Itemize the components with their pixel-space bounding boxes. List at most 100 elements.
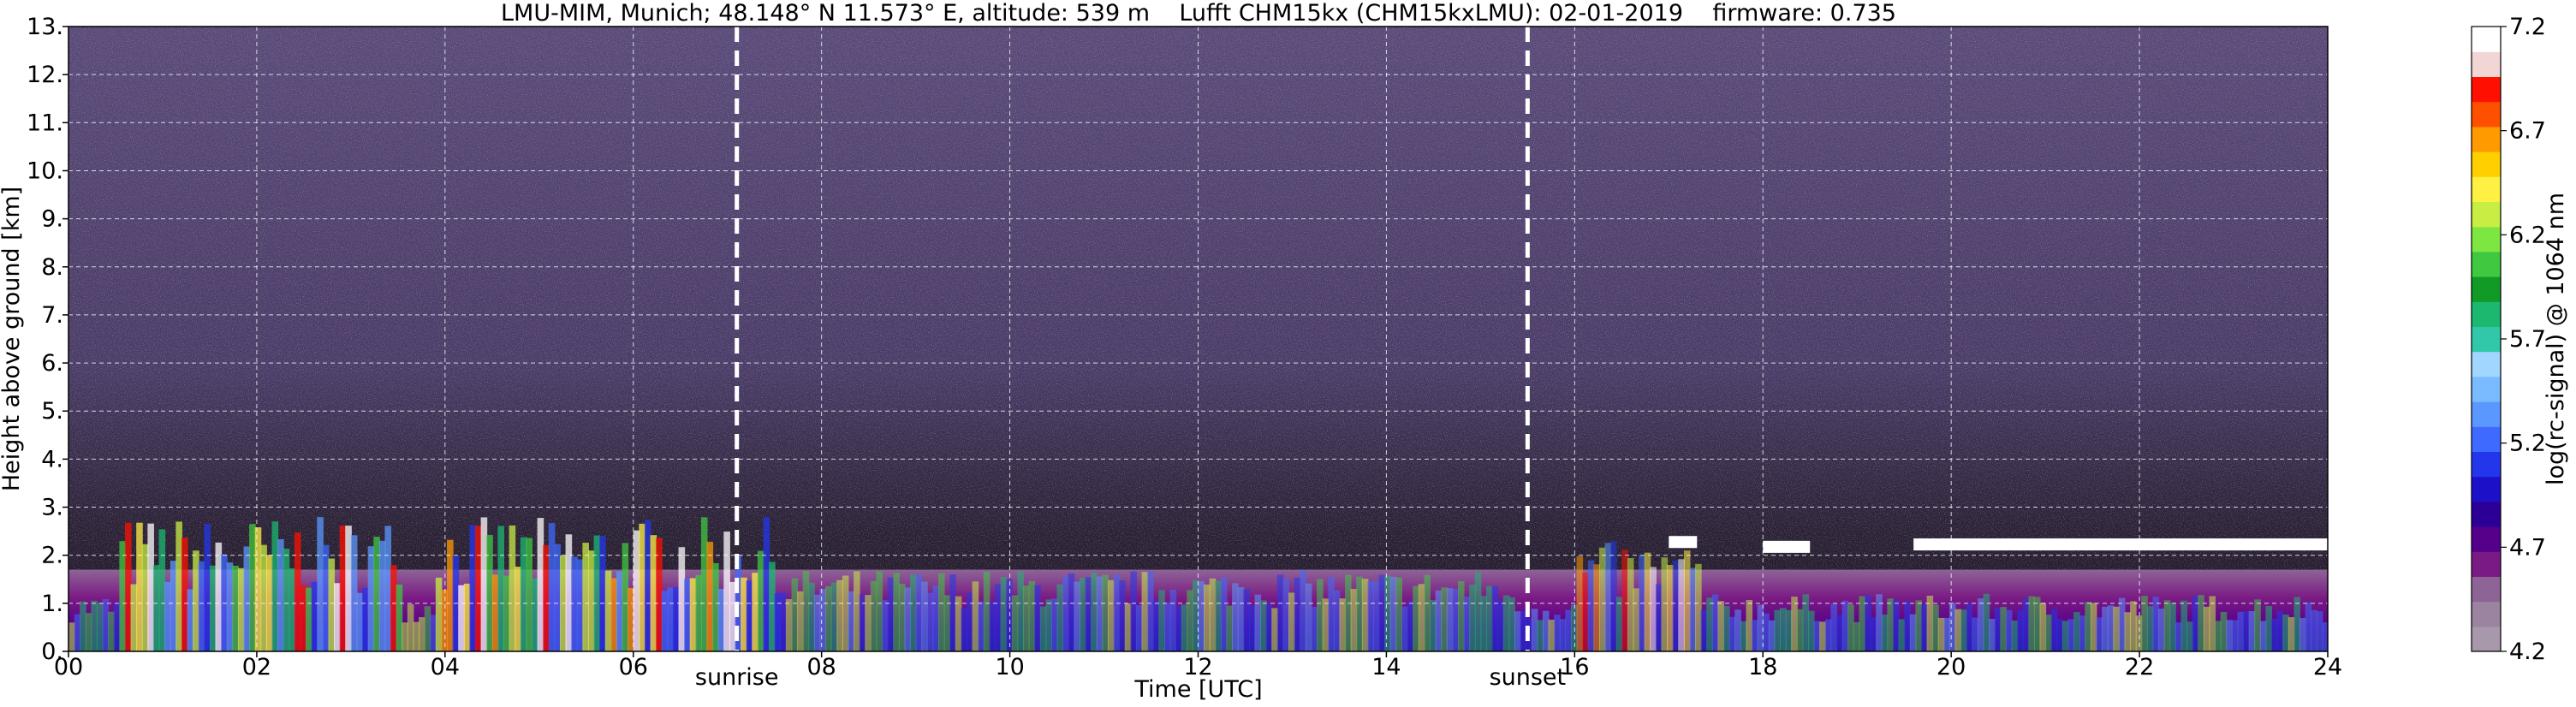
signal-column: [2039, 603, 2047, 651]
signal-column: [1361, 579, 1369, 651]
signal-column: [1429, 600, 1437, 651]
signal-column: [1039, 606, 1047, 651]
signal-column: [1333, 590, 1341, 651]
signal-column: [1966, 603, 1973, 651]
signal-column: [497, 526, 505, 651]
signal-column: [1593, 564, 1600, 651]
signal-column: [1102, 574, 1109, 651]
signal-column: [1627, 558, 1634, 651]
signal-column: [1972, 617, 1978, 651]
signal-column: [836, 579, 843, 651]
signal-column: [1220, 577, 1228, 651]
colorbar-segment: [2472, 451, 2501, 478]
signal-column: [633, 530, 640, 651]
signal-column: [661, 591, 669, 651]
signal-column: [124, 522, 132, 651]
signal-column: [1480, 596, 1487, 651]
signal-column: [283, 548, 290, 651]
colorbar-tick-label: 4.2: [2509, 639, 2546, 665]
signal-column: [644, 520, 651, 651]
signal-column: [435, 577, 443, 651]
colorbar-segment: [2472, 476, 2501, 502]
signal-column: [102, 598, 110, 651]
signal-column: [1774, 609, 1782, 651]
colorbar-segment: [2472, 526, 2501, 552]
signal-column: [1711, 594, 1719, 651]
signal-column: [2226, 620, 2233, 651]
signal-column: [797, 591, 804, 651]
x-tick-label: 22: [2125, 654, 2154, 680]
signal-column: [2293, 597, 2301, 651]
colorbar-segment: [2472, 551, 2501, 577]
signal-column: [717, 589, 725, 651]
signal-column: [2141, 596, 2148, 651]
signal-column: [678, 547, 686, 651]
signal-column: [1920, 604, 1928, 651]
signal-column: [215, 542, 223, 651]
signal-column: [1977, 598, 1984, 651]
signal-column: [2243, 611, 2250, 651]
signal-column: [136, 522, 143, 651]
signal-column: [2067, 619, 2075, 651]
signal-column: [1367, 581, 1375, 651]
signal-column: [1006, 579, 1013, 651]
signal-column: [2017, 609, 2024, 651]
signal-column: [859, 594, 866, 651]
signal-column: [1248, 605, 1256, 651]
signal-column: [350, 535, 358, 651]
signal-column: [1000, 576, 1008, 651]
signal-column: [469, 525, 477, 651]
signal-column: [356, 592, 364, 651]
signal-column: [898, 583, 906, 651]
signal-column: [271, 521, 279, 651]
x-tick-label: 02: [242, 654, 271, 680]
signal-column: [1808, 610, 1815, 651]
signal-column: [1983, 593, 1990, 651]
signal-column: [1022, 585, 1030, 651]
signal-column: [989, 601, 996, 651]
signal-column: [1232, 583, 1239, 651]
signal-column: [384, 526, 392, 651]
sun-marker-labels: sunrise sunset: [695, 664, 1566, 691]
plot-area: [68, 27, 2328, 651]
signal-column: [1254, 594, 1262, 651]
colorbar-segment: [2472, 251, 2501, 277]
colorbar-segment: [2472, 27, 2501, 52]
colorbar-segment: [2472, 376, 2501, 402]
signal-column: [1350, 589, 1358, 651]
signal-column: [1802, 594, 1810, 651]
y-tick-label: 1.: [41, 591, 63, 617]
signal-column: [1339, 598, 1347, 651]
signal-column: [700, 517, 708, 651]
signal-column: [712, 562, 719, 651]
signal-column: [921, 581, 928, 651]
signal-column: [1028, 580, 1036, 651]
colorbar-segment: [2472, 426, 2501, 452]
signal-column: [1074, 581, 1080, 651]
signal-column: [1452, 589, 1459, 651]
signal-column: [2203, 606, 2210, 651]
signal-column: [1881, 614, 1889, 651]
colorbar-tick-label: 5.7: [2509, 326, 2546, 353]
signal-column: [1413, 585, 1419, 651]
signal-column: [108, 611, 115, 651]
signal-column: [576, 559, 584, 651]
signal-column: [243, 546, 251, 651]
colorbar-segment: [2472, 176, 2501, 202]
signal-column: [729, 581, 736, 651]
signal-column: [1384, 575, 1391, 651]
signal-column: [2305, 602, 2312, 651]
signal-column: [1243, 589, 1250, 651]
y-tick-label: 0.: [41, 639, 63, 665]
signal-column: [610, 578, 617, 651]
signal-column: [961, 608, 968, 651]
signal-column: [1689, 567, 1697, 651]
signal-column: [2022, 598, 2030, 651]
grid-lines: [68, 27, 2328, 651]
signal-column: [2163, 600, 2171, 651]
signal-column: [1954, 609, 1962, 651]
signal-column: [68, 622, 75, 651]
signal-column: [1717, 601, 1725, 651]
signal-column: [430, 615, 437, 651]
